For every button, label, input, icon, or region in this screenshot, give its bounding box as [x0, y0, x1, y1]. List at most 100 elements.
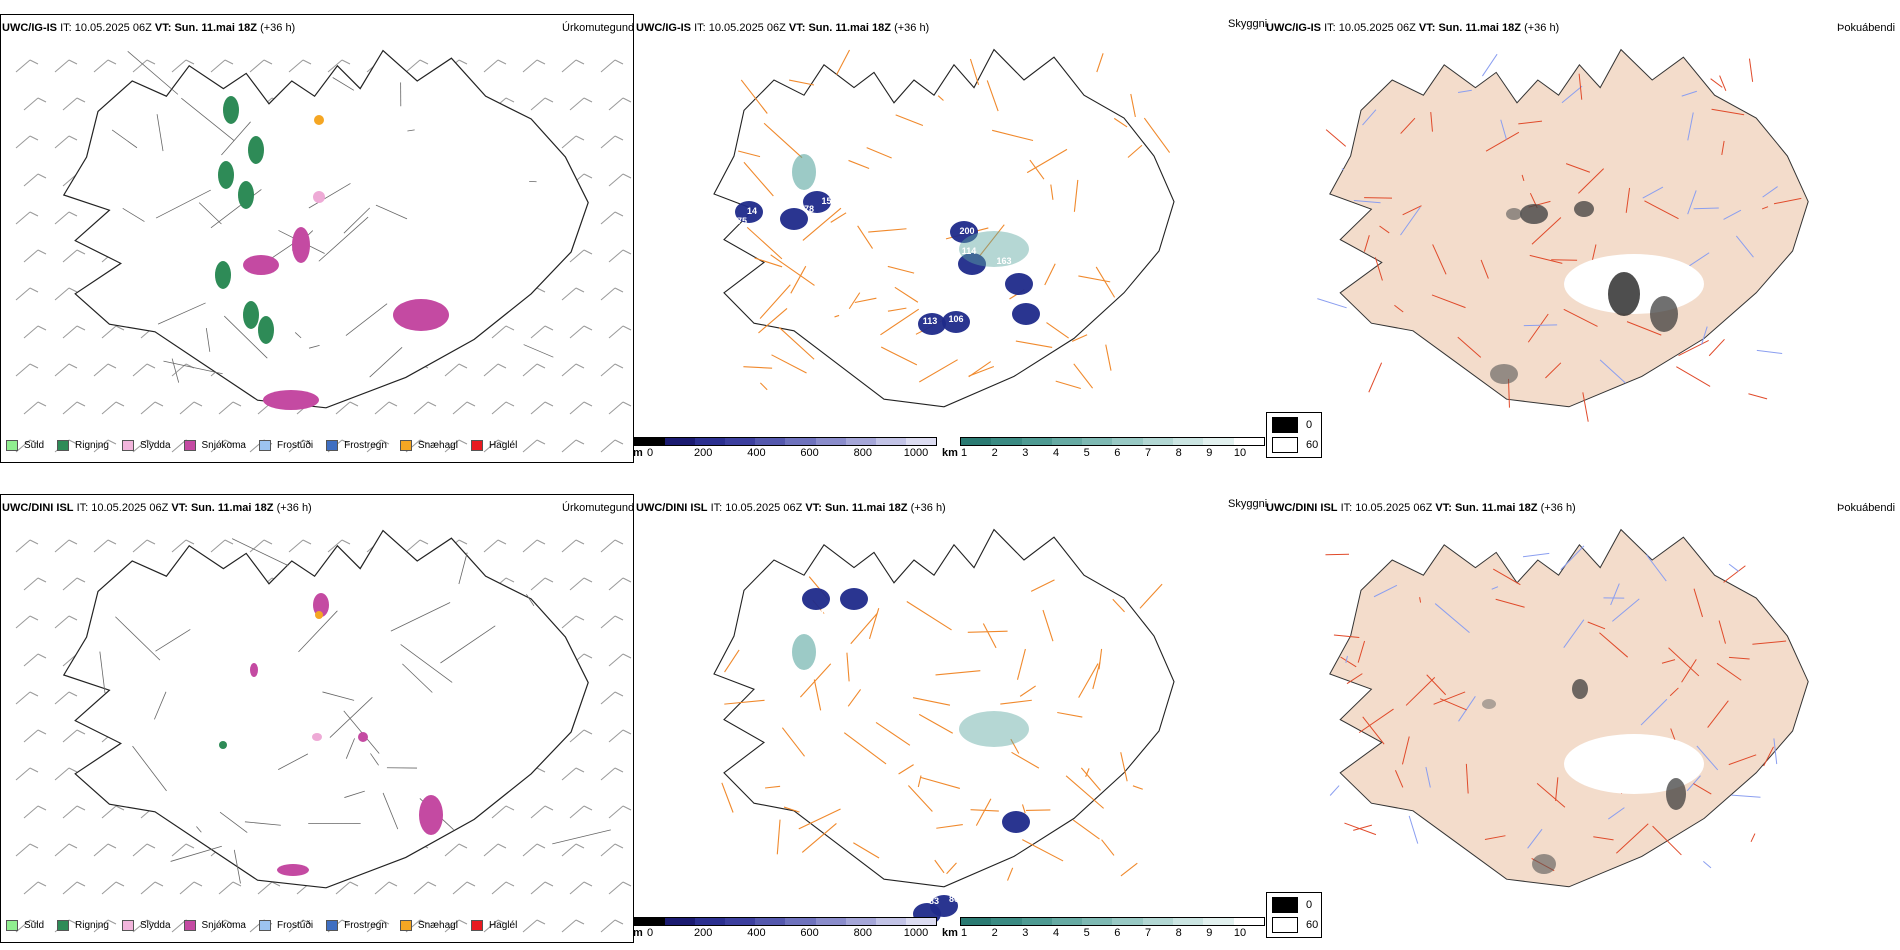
- vt-value: Sun. 11.mai 18Z: [808, 22, 891, 34]
- fog-map-dini: [1325, 528, 1809, 888]
- wind-barb: [54, 287, 78, 301]
- vis-panel-igis: 14 78 152 75 104 200 114 163 42 113 106: [634, 14, 1264, 454]
- it-label: IT:: [76, 502, 89, 514]
- model-name: UWC/IG-IS: [2, 22, 57, 34]
- ceiling-colorbar: [634, 917, 937, 926]
- fog-area: [1532, 854, 1556, 874]
- road: [813, 679, 822, 711]
- road: [111, 129, 138, 149]
- wind-barb: [15, 767, 39, 781]
- legend-label: Frostregn: [344, 440, 387, 451]
- road: [308, 345, 320, 349]
- road: [920, 776, 960, 789]
- legend-label: Snjókoma: [201, 920, 246, 931]
- road: [155, 629, 191, 652]
- colorbar-segment: [1082, 438, 1113, 445]
- road: [343, 207, 371, 234]
- fog-area: [1666, 778, 1686, 810]
- road: [1019, 685, 1036, 697]
- road: [205, 327, 211, 352]
- legend-swatch: [399, 440, 412, 451]
- road: [1735, 235, 1754, 258]
- road: [801, 822, 837, 853]
- wind-barb: [327, 59, 351, 73]
- wind-barb: [444, 439, 468, 453]
- road: [912, 697, 951, 706]
- wind-barb: [54, 767, 78, 781]
- wind-barb: [23, 577, 47, 591]
- legend-swatch: [57, 440, 70, 451]
- vt-value: Sun. 11.mai 18Z: [1454, 502, 1538, 514]
- rain-area: [248, 136, 264, 164]
- road: [1719, 75, 1727, 92]
- wind-barb: [413, 401, 437, 415]
- road: [1139, 583, 1163, 609]
- wind-barb: [327, 539, 351, 553]
- road: [369, 347, 403, 378]
- road: [552, 829, 611, 845]
- road: [1710, 78, 1723, 88]
- road: [1055, 380, 1081, 389]
- road: [1748, 58, 1754, 82]
- ceiling-value-label: 80: [949, 894, 959, 904]
- road: [198, 202, 222, 225]
- road: [1599, 359, 1626, 384]
- fog-area: [1520, 204, 1548, 224]
- iceland-coastline: [62, 529, 589, 889]
- colorbar-tick-label: 200: [694, 927, 713, 939]
- wind-barb: [374, 401, 398, 415]
- road: [1325, 129, 1347, 147]
- road: [917, 775, 922, 788]
- wind-barb: [600, 843, 624, 857]
- road: [1731, 794, 1761, 798]
- road: [1527, 313, 1549, 343]
- vt-value: Sun. 11.mai 18Z: [824, 502, 908, 514]
- vis-unit: km: [942, 447, 958, 459]
- road: [991, 129, 1034, 142]
- wind-barb: [140, 881, 164, 895]
- wind-barb: [530, 805, 554, 819]
- wind-barb: [335, 881, 359, 895]
- legend-label: 60: [1306, 439, 1319, 451]
- wind-barb: [132, 539, 156, 553]
- road: [1642, 186, 1664, 199]
- road: [156, 114, 164, 152]
- ptype-legend-item: Slydda: [121, 440, 171, 451]
- road: [1022, 839, 1064, 862]
- wind-barb: [210, 439, 234, 453]
- low-ceiling-area: [803, 191, 831, 213]
- wind-barb: [93, 439, 117, 453]
- snow-area: [292, 227, 310, 263]
- road: [122, 207, 145, 222]
- colorbar-tick-label: 600: [800, 447, 819, 459]
- road: [771, 354, 807, 374]
- road: [1681, 90, 1698, 97]
- rain-area: [243, 301, 259, 329]
- road: [1120, 752, 1128, 782]
- road: [1626, 321, 1662, 336]
- wind-barb: [101, 401, 125, 415]
- lead-time: (+36 h): [260, 22, 296, 34]
- road: [1582, 392, 1589, 422]
- ceiling-value-label: 92: [874, 590, 884, 600]
- colorbar-tick-label: 6: [1114, 447, 1121, 459]
- road: [1491, 586, 1499, 590]
- colorbar-segment: [961, 438, 992, 445]
- wind-barb: [483, 919, 507, 933]
- wind-barb: [561, 615, 585, 629]
- it-label: IT:: [60, 22, 72, 34]
- iceland-coastline: [713, 48, 1175, 408]
- wind-barb: [444, 843, 468, 857]
- road: [170, 845, 222, 862]
- road: [1400, 206, 1421, 236]
- road: [402, 663, 433, 693]
- road: [370, 753, 379, 766]
- road: [743, 366, 773, 369]
- ptype-map-igis: [15, 49, 632, 453]
- wind-barb: [522, 843, 546, 857]
- colorbar-segment: [815, 918, 846, 925]
- road: [850, 613, 878, 645]
- rain-area: [218, 161, 234, 189]
- wind-barb: [23, 401, 47, 415]
- iceland-coastline: [62, 49, 589, 409]
